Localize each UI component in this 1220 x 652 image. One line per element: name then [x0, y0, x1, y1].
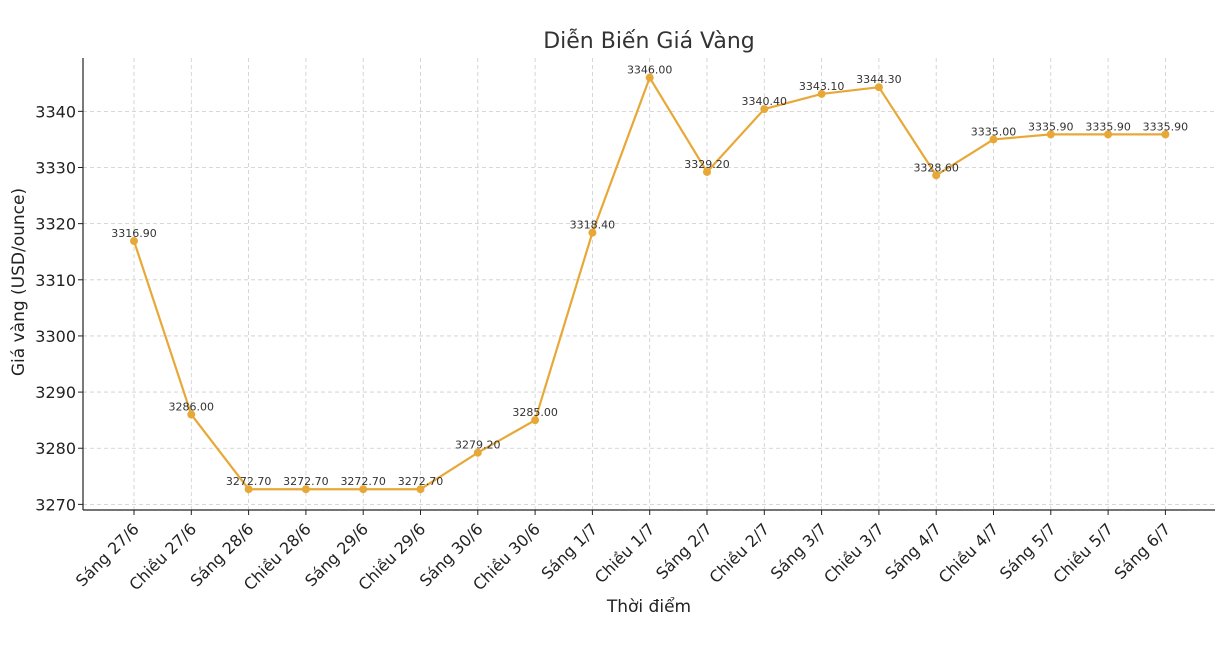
x-tick-label: Chiều 3/7 — [820, 519, 888, 587]
data-point — [760, 105, 769, 114]
data-label: 3285.00 — [512, 406, 558, 419]
data-label: 3329.20 — [684, 158, 730, 171]
data-label: 3343.10 — [799, 80, 845, 93]
data-point — [359, 485, 368, 494]
data-point — [531, 416, 540, 425]
data-label: 3335.90 — [1143, 120, 1189, 133]
data-label: 3272.70 — [283, 475, 329, 488]
x-tick-label: Sáng 6/7 — [1111, 519, 1175, 583]
y-tick-label: 3310 — [35, 271, 76, 290]
data-point — [645, 73, 654, 82]
axes — [82, 58, 1215, 511]
y-axis-label: Giá vàng (USD/ounce) — [9, 188, 29, 376]
data-point — [1046, 130, 1055, 139]
data-point — [473, 448, 482, 457]
data-point — [588, 228, 597, 237]
data-label: 3335.90 — [1085, 120, 1131, 133]
data-point — [416, 485, 425, 494]
y-tick-label: 3300 — [35, 327, 76, 346]
y-tick-label: 3320 — [35, 215, 76, 234]
data-point — [1104, 130, 1113, 139]
x-tick-label: Chiều 4/7 — [935, 519, 1003, 587]
chart-title: Diễn Biến Giá Vàng — [543, 28, 755, 54]
data-point — [130, 237, 138, 246]
data-label: 3272.70 — [226, 475, 272, 488]
y-tick-label: 3330 — [35, 158, 76, 177]
x-tick-label: Chiều 2/7 — [706, 519, 774, 587]
y-tick-label: 3290 — [35, 383, 76, 402]
data-point — [1161, 130, 1170, 139]
data-label: 3335.90 — [1028, 120, 1074, 133]
data-point — [703, 167, 711, 176]
x-axis-label: Thời điểm — [606, 596, 691, 617]
data-label: 3272.70 — [398, 475, 444, 488]
data-label: 3272.70 — [340, 475, 386, 488]
data-point — [932, 171, 941, 180]
data-point — [874, 83, 883, 92]
x-tick-label: Chiều 1/7 — [591, 519, 659, 587]
grid — [83, 58, 1215, 510]
data-label: 3318.40 — [570, 219, 616, 232]
series-gold-price — [130, 73, 1170, 494]
data-point — [244, 485, 253, 494]
data-label: 3335.00 — [971, 125, 1017, 138]
data-label: 3344.30 — [856, 73, 902, 86]
data-label: 3328.60 — [913, 161, 959, 174]
y-tick-label: 3340 — [35, 102, 76, 121]
data-point — [187, 410, 196, 419]
y-tick-label: 3280 — [35, 439, 76, 458]
data-label: 3340.40 — [742, 95, 788, 108]
data-label: 3279.20 — [455, 439, 501, 452]
x-tick-label: Chiều 5/7 — [1049, 519, 1117, 587]
data-point — [301, 485, 310, 494]
y-tick-label: 3270 — [35, 495, 76, 514]
data-label: 3286.00 — [169, 401, 215, 414]
data-point — [989, 135, 998, 144]
data-point — [817, 89, 826, 98]
y-axis-ticks: 3270 3280 3290 3300 3310 3320 3330 3340 — [35, 102, 83, 514]
data-label: 3346.00 — [627, 64, 673, 77]
data-label: 3316.90 — [111, 227, 157, 240]
data-labels: 3316.90 3286.00 3272.70 3272.70 3272.70 3272.… — [111, 64, 1188, 489]
